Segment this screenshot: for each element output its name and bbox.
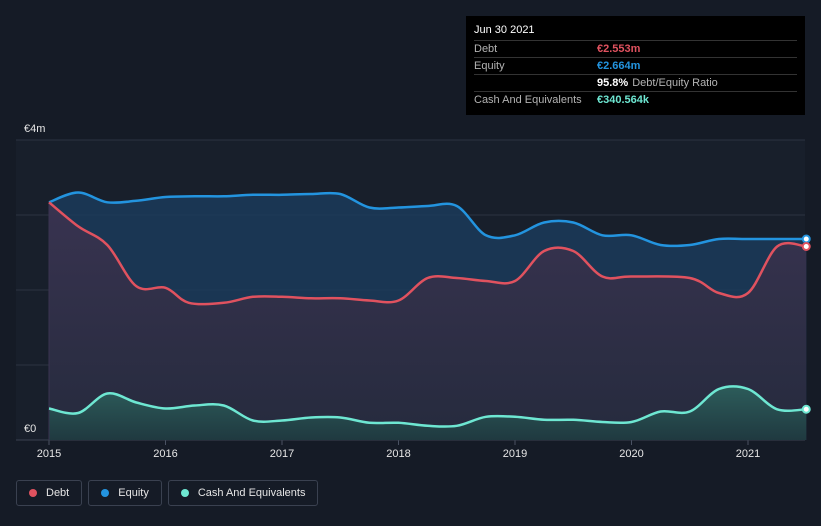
debt-line <box>48 201 807 306</box>
x-tick-2015: 2015 <box>37 448 61 460</box>
x-tick-2017: 2017 <box>270 448 294 460</box>
legend-debt-label: Debt <box>46 487 70 499</box>
debt-area <box>49 202 807 440</box>
legend-item-cash[interactable]: Cash And Equivalents <box>167 480 319 506</box>
end-markers <box>801 234 811 414</box>
legend-item-debt[interactable]: Debt <box>16 480 83 506</box>
cash-end-marker <box>801 404 811 414</box>
tooltip-ratio-value: 95.8% <box>597 77 629 89</box>
tooltip-cash-label: Cash And Equivalents <box>474 94 582 106</box>
tooltip-row-ratio: 95.8% Debt/Equity Ratio <box>474 75 797 92</box>
axis-labels: €4m €0 2015 2016 2017 2018 2019 2020 2021 <box>24 123 760 460</box>
x-tick-2018: 2018 <box>386 448 410 460</box>
legend-cash-label: Cash And Equivalents <box>197 487 306 499</box>
cash-line <box>48 385 807 428</box>
tooltip-equity-value: €2.664m <box>597 60 641 72</box>
tooltip-date: Jun 30 2021 <box>474 22 797 41</box>
cash-dot-icon <box>180 489 189 497</box>
tooltip-debt-label: Debt <box>474 43 498 55</box>
hover-tooltip: Jun 30 2021 Debt €2.553m Equity €2.664m … <box>466 16 805 115</box>
equity-end-marker <box>801 234 811 244</box>
debt-dot-icon <box>29 489 37 497</box>
chart-legend: Debt Equity Cash And Equivalents <box>16 480 319 506</box>
tooltip-row-cash: Cash And Equivalents €340.564k <box>474 92 797 108</box>
debt-end-marker <box>801 242 811 251</box>
tooltip-debt-value: €2.553m <box>597 43 641 55</box>
x-tick-2021: 2021 <box>736 448 760 460</box>
x-tick-2019: 2019 <box>503 448 527 460</box>
tooltip-row-debt: Debt €2.553m <box>474 41 797 58</box>
equity-dot-icon <box>101 489 110 497</box>
legend-equity-label: Equity <box>118 487 149 499</box>
area-fills <box>48 192 807 440</box>
legend-item-equity[interactable]: Equity <box>88 480 162 506</box>
tooltip-equity-label: Equity <box>474 60 505 72</box>
equity-line <box>48 191 807 248</box>
series-lines <box>48 191 807 428</box>
tooltip-row-equity: Equity €2.664m <box>474 58 797 75</box>
cash-area <box>49 386 807 440</box>
tooltip-cash-value: €340.564k <box>597 94 649 106</box>
y-tick-bottom: €0 <box>24 423 36 435</box>
tooltip-ratio-label: Debt/Equity Ratio <box>632 77 718 89</box>
y-tick-top: €4m <box>24 123 45 135</box>
x-tick-2020: 2020 <box>619 448 643 460</box>
x-tick-2016: 2016 <box>153 448 177 460</box>
